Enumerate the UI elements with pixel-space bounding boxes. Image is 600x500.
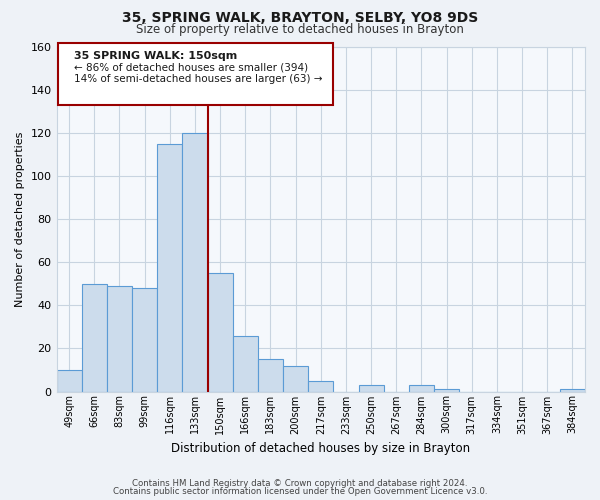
Bar xyxy=(258,359,283,392)
Bar xyxy=(560,390,585,392)
Y-axis label: Number of detached properties: Number of detached properties xyxy=(15,132,25,307)
Text: 14% of semi-detached houses are larger (63) →: 14% of semi-detached houses are larger (… xyxy=(74,74,323,84)
Bar xyxy=(409,385,434,392)
Bar xyxy=(434,390,459,392)
Bar xyxy=(107,286,132,392)
Bar xyxy=(82,284,107,392)
X-axis label: Distribution of detached houses by size in Brayton: Distribution of detached houses by size … xyxy=(171,442,470,455)
Bar xyxy=(157,144,182,392)
FancyBboxPatch shape xyxy=(58,43,334,106)
Text: Contains public sector information licensed under the Open Government Licence v3: Contains public sector information licen… xyxy=(113,487,487,496)
Text: 35 SPRING WALK: 150sqm: 35 SPRING WALK: 150sqm xyxy=(74,50,238,60)
Bar xyxy=(308,381,334,392)
Bar xyxy=(283,366,308,392)
Text: Contains HM Land Registry data © Crown copyright and database right 2024.: Contains HM Land Registry data © Crown c… xyxy=(132,478,468,488)
Bar xyxy=(182,134,208,392)
Bar xyxy=(233,336,258,392)
Text: 35, SPRING WALK, BRAYTON, SELBY, YO8 9DS: 35, SPRING WALK, BRAYTON, SELBY, YO8 9DS xyxy=(122,12,478,26)
Text: Size of property relative to detached houses in Brayton: Size of property relative to detached ho… xyxy=(136,22,464,36)
Bar xyxy=(132,288,157,392)
Bar xyxy=(56,370,82,392)
Bar xyxy=(359,385,383,392)
Bar xyxy=(208,273,233,392)
Text: ← 86% of detached houses are smaller (394): ← 86% of detached houses are smaller (39… xyxy=(74,62,308,72)
